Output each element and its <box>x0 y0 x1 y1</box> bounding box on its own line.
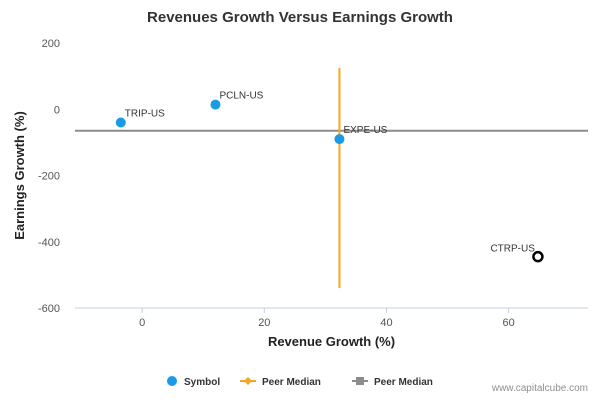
legend-marker <box>244 377 252 385</box>
legend: Symbol Peer Median Peer Median <box>167 376 433 388</box>
y-tick-label: 200 <box>42 38 60 50</box>
data-point <box>210 99 221 110</box>
x-tick-label: 40 <box>380 317 392 329</box>
legend-marker <box>356 377 364 385</box>
y-tick-label: -600 <box>38 303 60 315</box>
legend-label: Peer Median <box>374 377 433 388</box>
legend-marker <box>167 376 177 386</box>
data-point <box>334 134 345 145</box>
legend-label: Symbol <box>184 377 220 388</box>
x-axis-title: Revenue Growth (%) <box>268 334 395 349</box>
y-tick-label: 0 <box>54 104 60 116</box>
x-tick-label: 60 <box>502 317 514 329</box>
y-tick-label: -400 <box>38 237 60 249</box>
data-point-label: CTRP-US <box>490 244 535 255</box>
data-point <box>532 250 544 263</box>
data-point-label: PCLN-US <box>219 91 263 102</box>
data-point-label: TRIP-US <box>125 109 165 120</box>
y-axis-title: Earnings Growth (%) <box>12 111 27 240</box>
y-tick-label: -200 <box>38 171 60 183</box>
chart-title: Revenues Growth Versus Earnings Growth <box>147 9 453 26</box>
data-point <box>115 117 126 128</box>
x-tick-label: 20 <box>258 317 270 329</box>
legend-label: Peer Median <box>262 377 321 388</box>
source-credit: www.capitalcube.com <box>491 383 588 394</box>
x-tick-label: 0 <box>139 317 145 329</box>
data-point-label: EXPE-US <box>343 125 387 136</box>
